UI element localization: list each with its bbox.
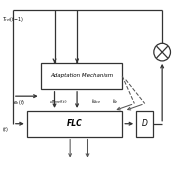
Text: $dT_{nref}(t)$: $dT_{nref}(t)$ bbox=[49, 99, 68, 106]
Text: $(t)$: $(t)$ bbox=[2, 125, 10, 134]
FancyBboxPatch shape bbox=[41, 63, 122, 89]
Text: D: D bbox=[142, 119, 148, 128]
Text: $k_{dce}$: $k_{dce}$ bbox=[91, 97, 101, 106]
FancyBboxPatch shape bbox=[136, 111, 153, 137]
Text: $T_{ref}(t\!-\!1)$: $T_{ref}(t\!-\!1)$ bbox=[2, 15, 24, 24]
Circle shape bbox=[154, 43, 170, 61]
Text: $e_n(t)$: $e_n(t)$ bbox=[13, 97, 25, 107]
Text: $k_e$: $k_e$ bbox=[112, 97, 118, 106]
Text: FLC: FLC bbox=[67, 119, 82, 128]
FancyBboxPatch shape bbox=[27, 111, 122, 137]
Text: Adaptation Mechanism: Adaptation Mechanism bbox=[50, 73, 113, 78]
